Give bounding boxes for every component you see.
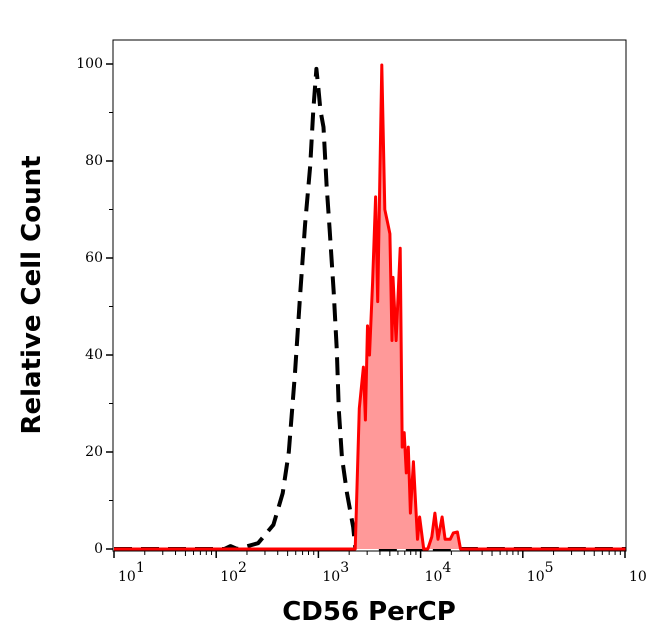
- axes: 101102103104105106020406080100: [76, 56, 646, 585]
- plot-area: [114, 63, 626, 551]
- x-tick-label: 106: [629, 560, 646, 585]
- x-tick-exponent: 1: [136, 560, 145, 576]
- x-tick-base: 10: [527, 569, 545, 585]
- x-tick-label: 101: [118, 560, 145, 585]
- x-tick-exponent: 4: [442, 560, 451, 576]
- x-tick-exponent: 5: [545, 560, 554, 576]
- x-tick-label: 103: [322, 560, 349, 585]
- x-tick-base: 10: [629, 569, 646, 585]
- y-tick-label: 0: [94, 541, 103, 557]
- x-tick-label: 104: [425, 560, 452, 585]
- series-fill-1: [114, 65, 626, 549]
- x-tick-base: 10: [220, 569, 238, 585]
- y-tick-label: 100: [76, 56, 103, 72]
- y-tick-label: 40: [85, 347, 103, 363]
- y-axis-title: Relative Cell Count: [17, 155, 47, 434]
- x-tick-base: 10: [322, 569, 340, 585]
- y-tick-label: 20: [85, 444, 103, 460]
- x-tick-label: 102: [220, 560, 247, 585]
- plot-frame: [112, 39, 627, 552]
- x-tick-label: 105: [527, 560, 554, 585]
- x-tick-exponent: 2: [238, 560, 247, 576]
- x-tick-exponent: 3: [340, 560, 349, 576]
- series-line-0: [114, 66, 626, 551]
- y-tick-label: 80: [85, 153, 103, 169]
- series-line-1: [114, 63, 626, 551]
- x-axis-title: CD56 PerCP: [282, 597, 456, 627]
- x-tick-base: 10: [118, 569, 136, 585]
- x-tick-base: 10: [425, 569, 443, 585]
- y-tick-label: 60: [85, 250, 103, 266]
